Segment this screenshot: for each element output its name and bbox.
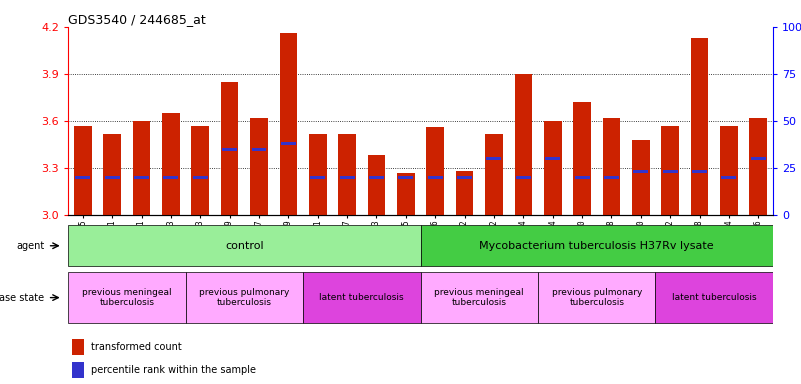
Text: control: control xyxy=(225,241,264,251)
Bar xyxy=(722,176,736,179)
Text: Mycobacterium tuberculosis H37Rv lysate: Mycobacterium tuberculosis H37Rv lysate xyxy=(480,241,714,251)
Bar xyxy=(105,176,119,179)
Bar xyxy=(456,171,473,215)
Bar xyxy=(71,339,84,355)
Text: percentile rank within the sample: percentile rank within the sample xyxy=(91,365,256,375)
Text: disease state: disease state xyxy=(0,293,44,303)
Bar xyxy=(162,113,179,215)
Bar xyxy=(751,157,766,160)
Bar xyxy=(103,134,121,215)
Bar xyxy=(250,118,268,215)
Bar xyxy=(545,157,560,160)
Bar xyxy=(574,102,591,215)
Bar xyxy=(662,170,678,173)
Text: latent tuberculosis: latent tuberculosis xyxy=(672,293,756,302)
Bar xyxy=(186,272,303,323)
Bar xyxy=(634,170,648,173)
Text: transformed count: transformed count xyxy=(91,342,181,352)
Bar xyxy=(281,142,296,145)
Bar xyxy=(252,148,267,151)
Bar xyxy=(655,272,773,323)
Bar xyxy=(310,176,325,179)
Bar xyxy=(632,140,650,215)
Bar xyxy=(397,173,415,215)
Bar xyxy=(338,134,356,215)
Bar xyxy=(133,121,151,215)
Bar xyxy=(544,121,562,215)
Bar xyxy=(690,38,708,215)
Text: GDS3540 / 244685_at: GDS3540 / 244685_at xyxy=(68,13,206,26)
Bar xyxy=(68,225,421,266)
Bar xyxy=(604,176,619,179)
Bar xyxy=(486,157,501,160)
Bar xyxy=(426,127,444,215)
Text: previous meningeal
tuberculosis: previous meningeal tuberculosis xyxy=(434,288,524,307)
Text: agent: agent xyxy=(16,241,44,251)
Bar xyxy=(75,176,91,179)
Bar xyxy=(309,134,327,215)
Bar xyxy=(421,272,538,323)
Bar xyxy=(457,176,472,179)
Bar xyxy=(692,170,707,173)
Bar xyxy=(720,126,738,215)
Bar xyxy=(221,82,239,215)
Bar xyxy=(574,176,590,179)
Bar xyxy=(602,118,620,215)
Text: previous meningeal
tuberculosis: previous meningeal tuberculosis xyxy=(82,288,171,307)
Text: previous pulmonary
tuberculosis: previous pulmonary tuberculosis xyxy=(199,288,289,307)
Bar xyxy=(191,126,209,215)
Bar xyxy=(428,176,443,179)
Bar xyxy=(134,176,149,179)
Bar xyxy=(538,272,655,323)
Bar xyxy=(68,272,186,323)
Bar xyxy=(750,118,767,215)
Bar xyxy=(398,176,413,179)
Bar xyxy=(222,148,237,151)
Bar xyxy=(340,176,355,179)
Bar xyxy=(514,74,532,215)
Text: latent tuberculosis: latent tuberculosis xyxy=(320,293,404,302)
Bar xyxy=(193,176,207,179)
Bar xyxy=(280,33,297,215)
Bar xyxy=(516,176,531,179)
Bar xyxy=(71,362,84,378)
Text: previous pulmonary
tuberculosis: previous pulmonary tuberculosis xyxy=(552,288,642,307)
Bar xyxy=(303,272,421,323)
Bar xyxy=(74,126,91,215)
Bar xyxy=(368,156,385,215)
Bar xyxy=(421,225,773,266)
Bar xyxy=(485,134,503,215)
Bar xyxy=(163,176,179,179)
Bar xyxy=(662,126,679,215)
Bar xyxy=(369,176,384,179)
